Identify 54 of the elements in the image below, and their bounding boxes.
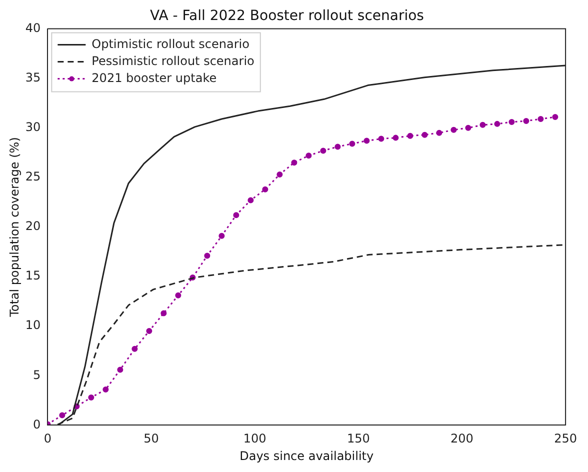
- y-tick-label: 35: [25, 70, 41, 84]
- point: [392, 134, 399, 141]
- legend-label: Pessimistic rollout scenario: [92, 54, 254, 68]
- x-tick-label: 100: [243, 432, 266, 446]
- point: [465, 124, 472, 131]
- chart-title: VA - Fall 2022 Booster rollout scenarios: [150, 8, 424, 24]
- y-tick-label: 5: [33, 368, 41, 382]
- point: [204, 252, 210, 259]
- point: [552, 114, 558, 120]
- point: [523, 118, 530, 124]
- point: [262, 186, 268, 192]
- point: [364, 138, 370, 144]
- point: [59, 412, 66, 418]
- point: [117, 366, 124, 373]
- point: [102, 386, 109, 393]
- x-tick-label: 200: [450, 432, 474, 446]
- point: [450, 126, 457, 133]
- point: [276, 171, 283, 178]
- point: [538, 116, 544, 122]
- y-tick-label: 0: [33, 417, 41, 432]
- point: [160, 310, 167, 316]
- point: [218, 232, 225, 239]
- point: [320, 148, 326, 154]
- point: [132, 346, 138, 352]
- point: [378, 136, 384, 142]
- point: [88, 394, 94, 400]
- y-tick-label: 20: [25, 219, 41, 234]
- point: [334, 144, 341, 150]
- point: [306, 152, 312, 159]
- point: [508, 118, 515, 125]
- point: [233, 212, 240, 218]
- point: [349, 140, 356, 147]
- y-tick-label: 40: [25, 20, 41, 35]
- point: [436, 130, 442, 136]
- point: [175, 292, 182, 298]
- y-tick-label: 30: [25, 120, 41, 134]
- x-tick-label: 0: [44, 432, 52, 446]
- x-tick-label: 150: [346, 432, 370, 446]
- point: [291, 160, 298, 166]
- y-tick-label: 15: [25, 268, 41, 283]
- x-tick-label: 250: [554, 432, 577, 446]
- point: [480, 122, 486, 128]
- legend-label: Optimistic rollout scenario: [92, 36, 250, 51]
- point: [422, 132, 428, 138]
- y-tick-label: 25: [25, 170, 41, 184]
- x-axis-title: Days since availability: [240, 448, 374, 463]
- y-axis-title: Total population coverage (%): [7, 137, 22, 318]
- point: [146, 328, 152, 334]
- x-tick-label: 50: [144, 432, 159, 446]
- point: [407, 132, 414, 139]
- legend-label: 2021 booster uptake: [92, 70, 217, 85]
- point: [494, 120, 500, 127]
- point: [248, 197, 254, 204]
- y-tick-label: 10: [25, 318, 41, 332]
